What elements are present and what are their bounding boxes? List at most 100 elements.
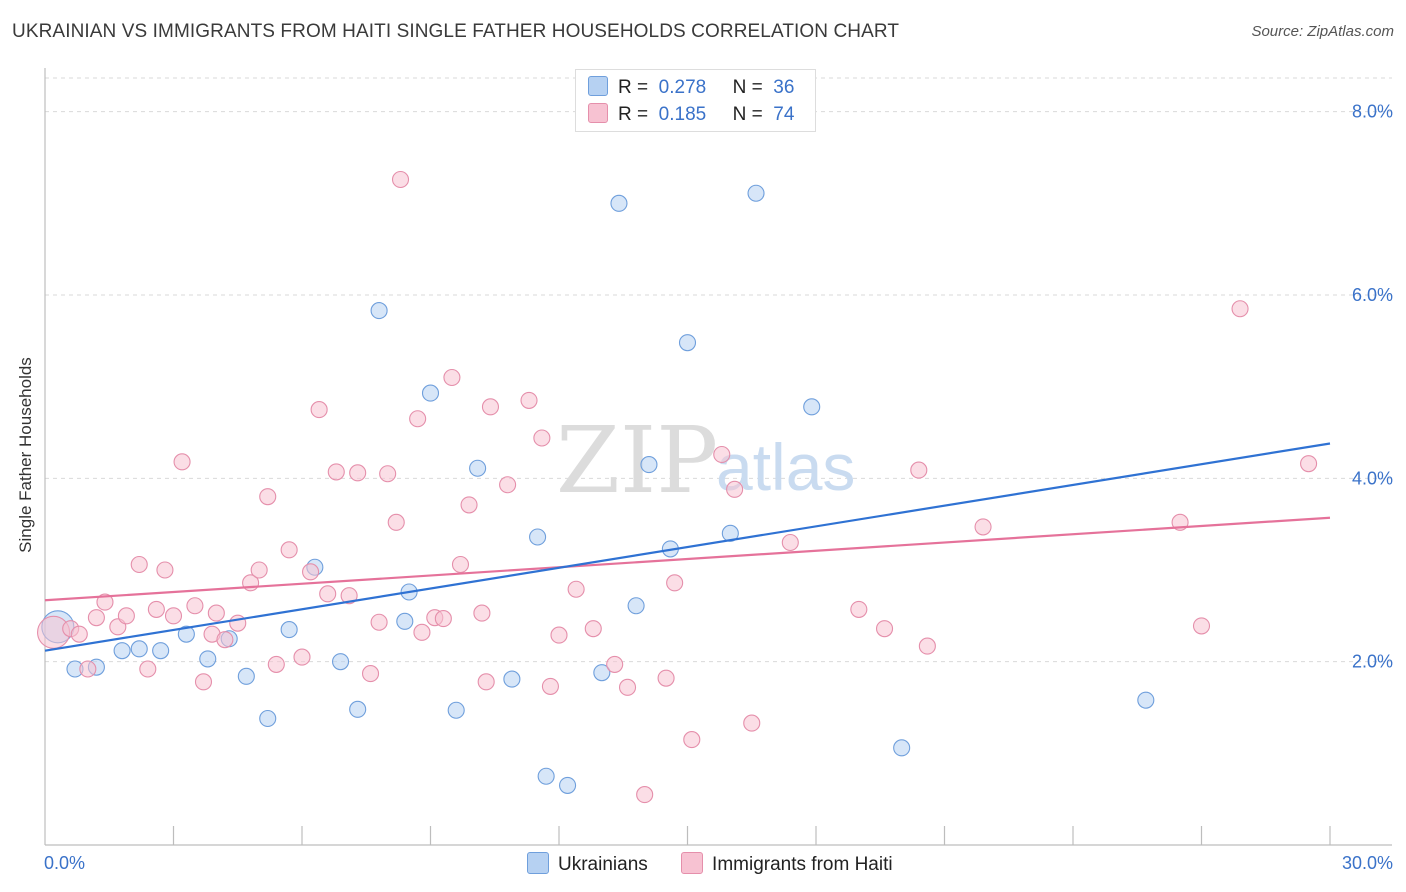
haiti-point: [413, 623, 431, 641]
ukrainian-point: [469, 459, 487, 477]
ukrainian-point: [610, 194, 628, 212]
ukrainian-point: [152, 642, 170, 660]
legend-item-ukrainians: Ukrainians: [527, 852, 648, 876]
haiti-point: [918, 637, 936, 655]
haiti-point: [164, 607, 183, 625]
haiti-point: [267, 655, 285, 673]
haiti-point: [499, 476, 517, 494]
haiti-point: [319, 585, 337, 603]
haiti-point: [541, 677, 559, 695]
haiti-point: [156, 561, 174, 579]
ukrainian-point: [537, 767, 555, 785]
ukrainian-point: [747, 184, 765, 202]
haiti-point: [387, 513, 405, 531]
haiti-point: [96, 593, 114, 611]
gridlines: [45, 77, 1392, 663]
r-label: R =: [618, 77, 649, 98]
watermark-zip: ZIP: [556, 407, 718, 514]
ukrainian-point: [331, 653, 350, 671]
haiti-point: [302, 563, 320, 581]
ukrainian-point: [1137, 691, 1155, 709]
haiti-point: [280, 541, 298, 559]
haiti-point: [726, 480, 744, 498]
ukrainian-point: [640, 456, 658, 474]
y-tick-label: 8.0%: [1352, 102, 1393, 122]
haiti-point: [139, 660, 157, 678]
haiti-point: [293, 648, 311, 666]
haiti-point: [70, 625, 88, 643]
haiti-point: [666, 574, 684, 592]
haiti-point: [207, 604, 225, 622]
haiti-point: [850, 600, 868, 618]
ukrainian-point: [678, 334, 697, 352]
n-label: N =: [732, 77, 763, 98]
haiti-point: [147, 600, 165, 618]
ukrainian-point: [130, 640, 148, 658]
haiti-point: [370, 613, 388, 631]
haiti-point: [349, 464, 367, 482]
ukrainian-point: [893, 739, 911, 757]
n-value: 74: [773, 104, 795, 125]
ukrainian-point: [421, 384, 440, 402]
y-tick-label: 2.0%: [1352, 652, 1393, 672]
haiti-point: [618, 678, 637, 696]
haiti-point: [130, 555, 148, 574]
haiti-point: [636, 786, 654, 804]
y-tick-label: 6.0%: [1352, 285, 1393, 305]
haiti-point: [361, 665, 380, 683]
haiti-point: [173, 453, 191, 471]
haiti-point: [117, 607, 135, 625]
haiti-point: [327, 463, 345, 481]
ukrainian-point: [559, 776, 577, 794]
legend-row-haiti: R = 0.185 N = 74: [588, 103, 794, 125]
ukrainian-trend-line: [44, 442, 1331, 652]
ukrainian-point: [396, 612, 414, 630]
haiti-point: [533, 429, 551, 447]
haiti-point: [606, 655, 624, 673]
r-value: 0.185: [658, 104, 707, 125]
legend-label: Ukrainians: [558, 854, 648, 875]
haiti-point: [477, 673, 495, 691]
legend-item-haiti: Immigrants from Haiti: [681, 852, 893, 876]
haiti-point: [194, 673, 213, 691]
haiti-point: [1300, 455, 1318, 473]
haiti-point: [713, 445, 731, 464]
source-label: Source: ZipAtlas.com: [1251, 23, 1394, 40]
haiti-point: [683, 731, 701, 749]
x-tick-label-min: 0.0%: [44, 853, 85, 873]
haiti-point: [250, 561, 268, 579]
trend-lines: [44, 442, 1331, 652]
haiti-point: [743, 714, 761, 732]
haiti-point: [379, 465, 397, 483]
haiti-point: [520, 391, 538, 409]
ukrainian-point: [627, 597, 645, 615]
haiti-point: [451, 555, 470, 574]
haiti-point: [443, 368, 461, 387]
haiti-point: [79, 660, 97, 678]
pink-swatch: [681, 852, 704, 874]
haiti-point: [229, 614, 247, 632]
haiti-point: [310, 401, 328, 419]
ukrainian-point: [113, 642, 131, 660]
haiti-point: [584, 620, 602, 638]
ukrainian-point: [503, 670, 521, 688]
haiti-point: [340, 587, 358, 605]
haiti-point: [910, 461, 928, 479]
ukrainian-point: [370, 302, 388, 320]
haiti-point: [473, 604, 491, 622]
ukrainian-point: [177, 625, 195, 643]
haiti-point: [434, 610, 452, 628]
r-label: R =: [618, 104, 649, 125]
haiti-point: [391, 170, 410, 189]
haiti-point: [657, 669, 675, 687]
ukrainian-point: [349, 700, 367, 718]
ukrainian-point: [721, 524, 739, 542]
haiti-point: [259, 488, 277, 506]
blue-swatch: [588, 76, 608, 96]
haiti-point: [186, 597, 204, 615]
legend-row-ukrainians: R = 0.278 N = 36: [588, 76, 794, 98]
n-label: N =: [732, 104, 763, 125]
y-tick-label: 4.0%: [1352, 468, 1393, 488]
series-legend: Ukrainians Immigrants from Haiti: [527, 852, 921, 876]
